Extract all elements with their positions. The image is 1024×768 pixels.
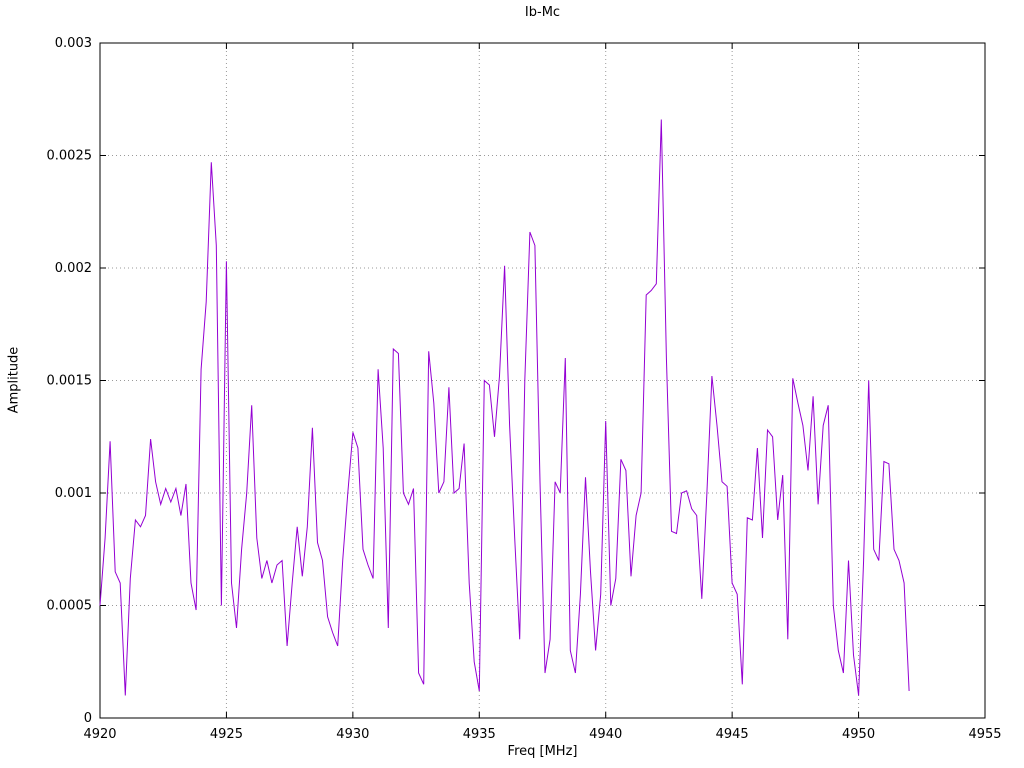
x-tick-label: 4940 [589, 727, 622, 742]
x-tick-label: 4950 [842, 727, 875, 742]
y-tick-label: 0.0015 [47, 374, 93, 389]
x-tick-label: 4955 [968, 727, 1001, 742]
x-tick-label: 4930 [336, 727, 369, 742]
y-tick-label: 0.0025 [47, 149, 93, 164]
y-tick-label: 0.003 [55, 36, 92, 51]
plot-border [99, 42, 986, 719]
x-tick-label: 4925 [210, 727, 243, 742]
y-tick-label: 0.002 [55, 261, 92, 276]
x-tick-label: 4945 [716, 727, 749, 742]
x-tick-label: 4920 [83, 727, 116, 742]
y-tick-label: 0 [84, 711, 92, 726]
y-tick-label: 0.0005 [47, 599, 93, 614]
x-axis-label: Freq [MHz] [507, 744, 578, 759]
x-tick-label: 4935 [463, 727, 496, 742]
chart-title: Ib-Mc [524, 5, 561, 20]
series-line [99, 119, 910, 696]
y-tick-label: 0.001 [55, 486, 92, 501]
